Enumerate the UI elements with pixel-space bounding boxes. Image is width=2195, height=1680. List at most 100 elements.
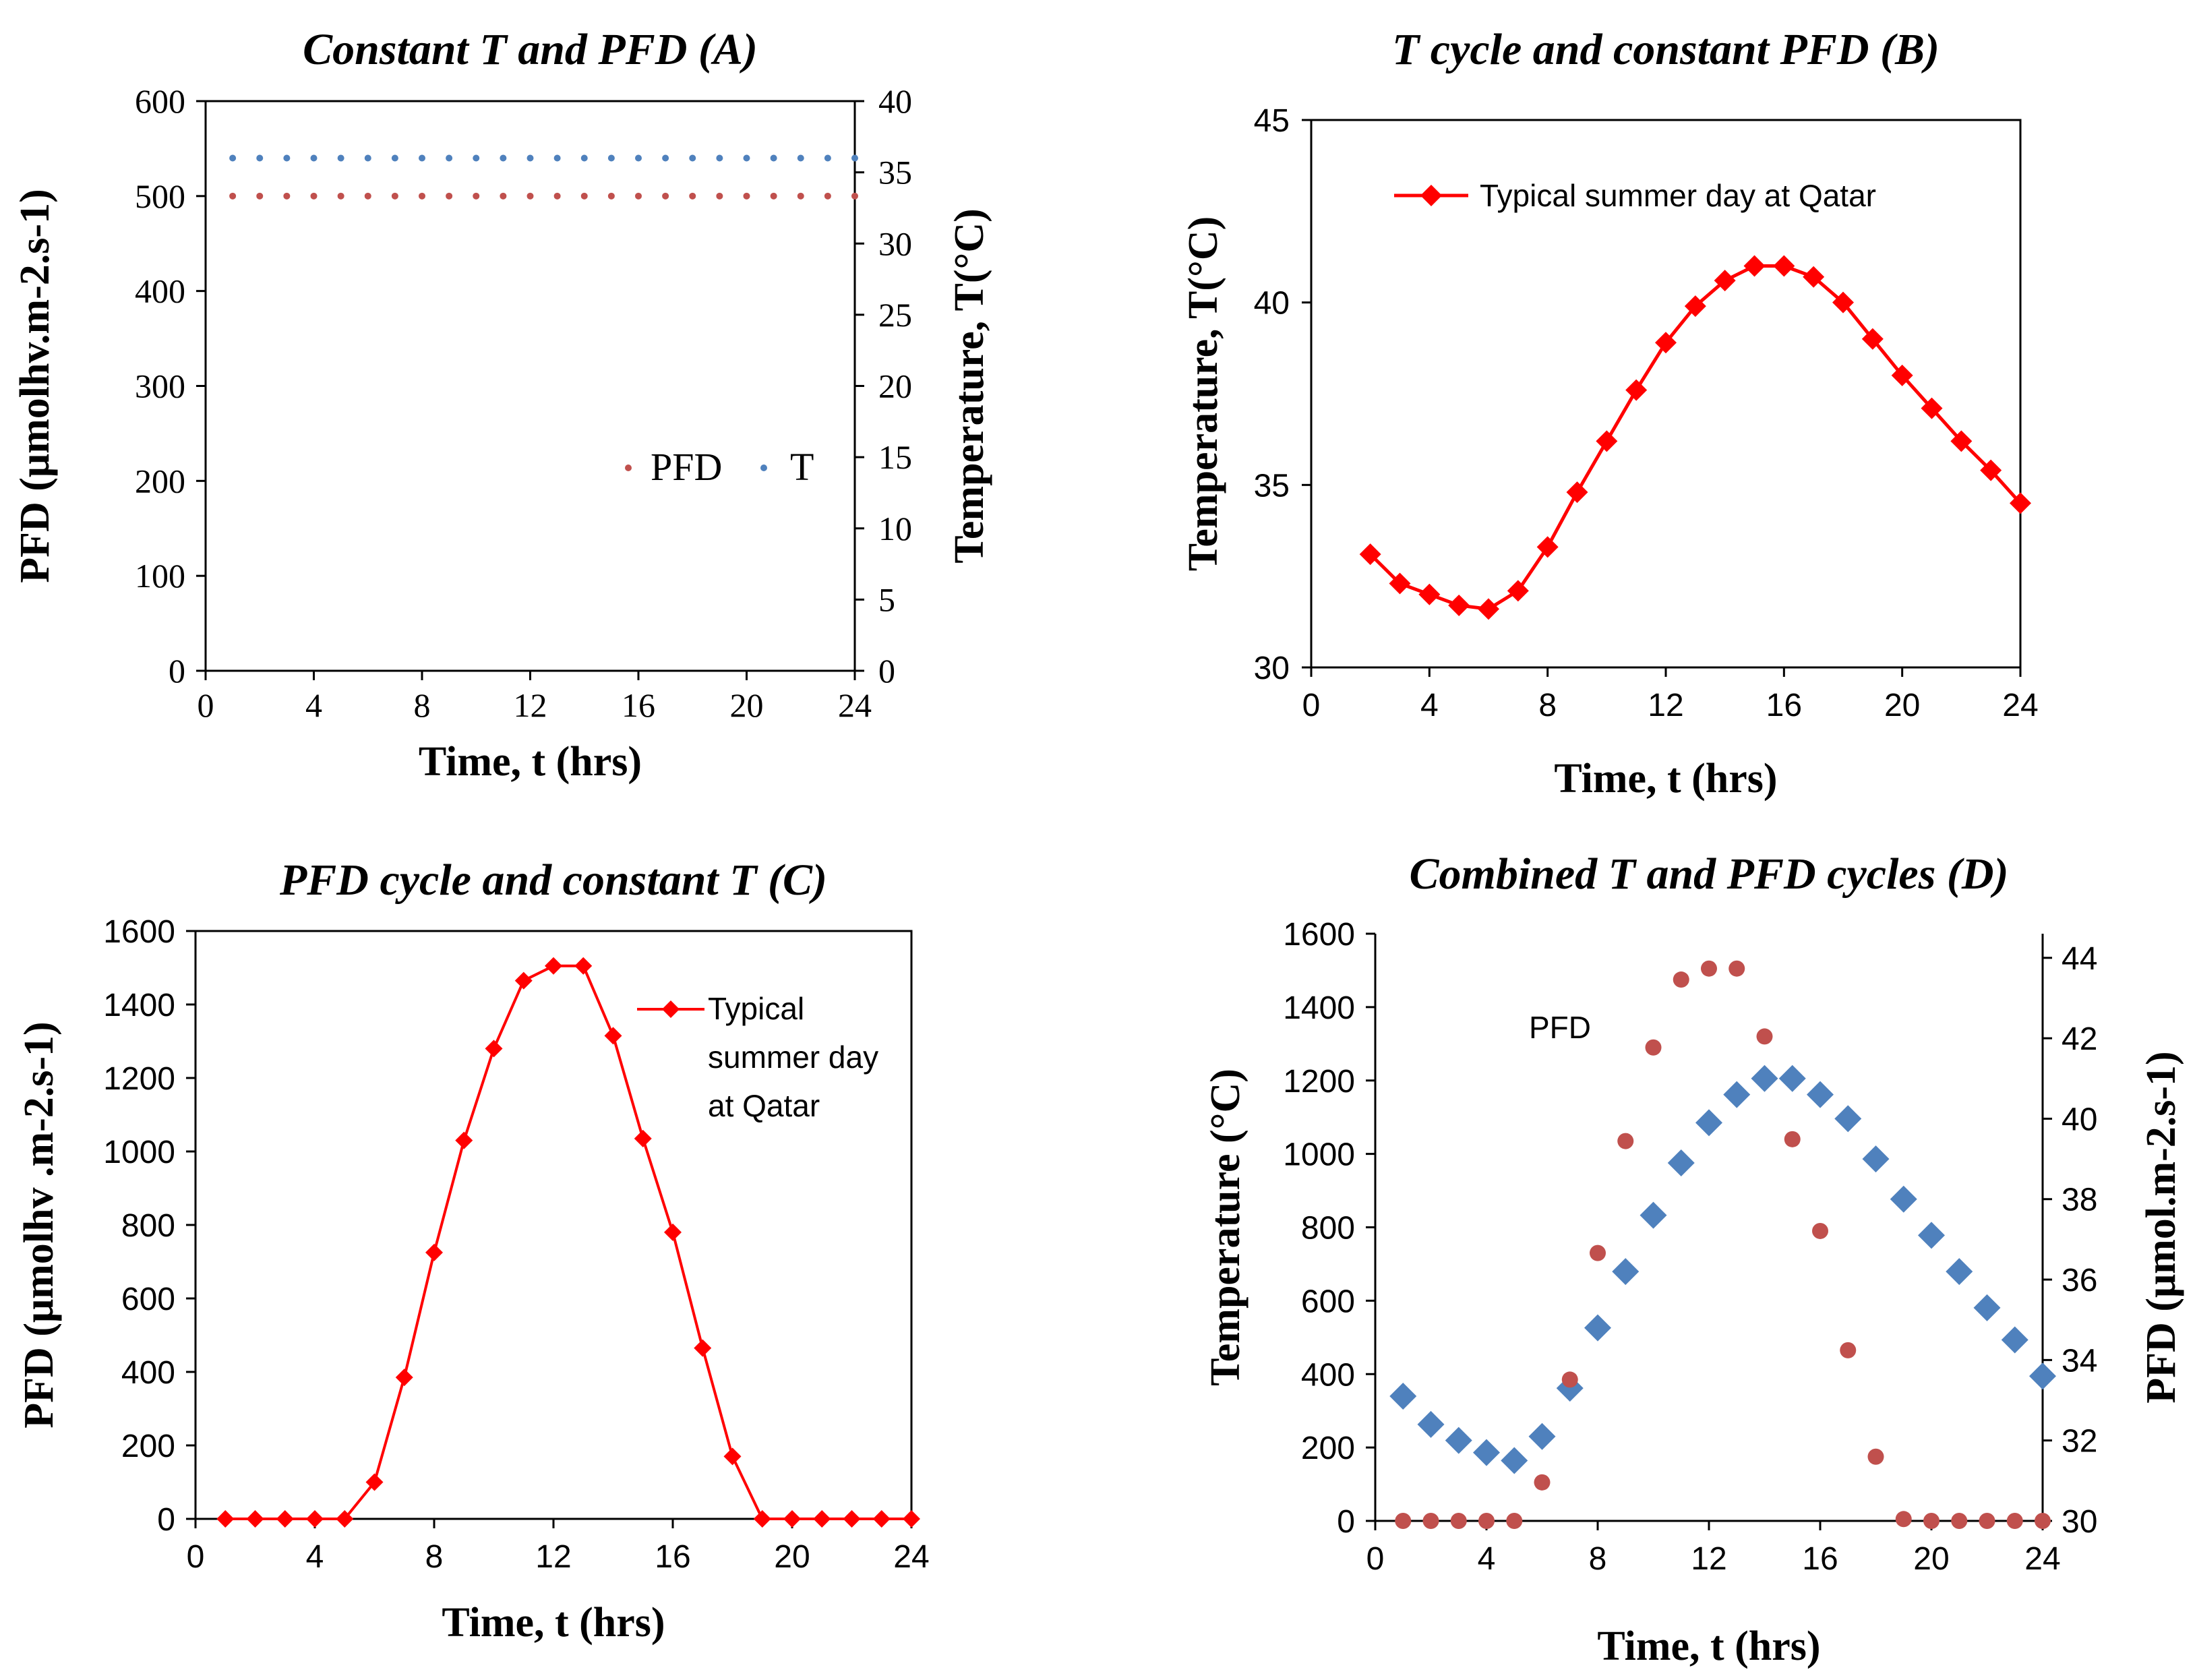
temperature-point [1389,1383,1417,1410]
y-right-tick-label: 32 [2062,1424,2097,1460]
x-tick-label: 24 [2002,688,2038,723]
temperature-point [1625,379,1648,401]
pfd-point [1812,1222,1828,1239]
x-axis-label: Time, t (hrs) [1597,1623,1820,1669]
temperature-point [1832,291,1854,313]
pfd-point [1784,1131,1801,1147]
temperature-point [689,154,696,162]
temperature-point [337,154,344,162]
y-right-tick-label: 15 [878,438,912,476]
pfd-point [229,192,237,200]
pfd-point [635,192,642,200]
pfd-point [216,1510,235,1528]
pfd-point [1395,1513,1412,1529]
pfd-point [903,1510,920,1528]
y-tick-label: 45 [1254,103,1290,139]
temperature-point [824,154,831,162]
temperature-point [1448,594,1470,616]
pfd-point [256,192,264,200]
temperature-point [364,154,371,162]
pfd-point [604,1027,622,1045]
x-tick-label: 8 [414,686,431,724]
x-tick-label: 4 [305,686,322,724]
temperature-point [770,154,777,162]
temperature-point [1640,1201,1667,1229]
pfd-point [1478,1513,1495,1529]
y-right-tick-label: 36 [2062,1263,2097,1298]
pfd-point [843,1510,861,1528]
x-axis-label: Time, t (hrs) [442,1600,665,1646]
temperature-point [1921,397,1943,419]
y-tick-label: 400 [121,1355,175,1391]
x-axis-label: Time, t (hrs) [1554,756,1777,802]
pfd-point [337,192,344,200]
pfd-point [1951,1513,1968,1529]
x-tick-label: 20 [730,686,764,724]
x-tick-label: 20 [1884,688,1920,723]
x-tick-label: 16 [1802,1541,1838,1577]
y-left-tick-label: 200 [1301,1431,1355,1466]
y-tick-label: 35 [1254,468,1290,504]
pfd-point [783,1510,801,1528]
y-left-tick-label: 600 [1301,1284,1355,1319]
pfd-point [391,192,398,200]
temperature-point [716,154,723,162]
temperature-point [1684,295,1706,318]
temperature-point [580,154,588,162]
legend-marker-t [760,464,767,471]
y-tick-label: 0 [157,1502,175,1538]
pfd-point [1422,1513,1439,1529]
x-axis-label: Time, t (hrs) [419,739,642,785]
y-right-tick-label: 20 [878,367,912,405]
y-tick-label: 200 [121,1429,175,1464]
pfd-point [395,1369,413,1387]
pfd-point [1561,1371,1578,1388]
pfd-point [813,1510,831,1528]
pfd-point [545,957,562,975]
legend-label-line: summer day [708,1040,878,1075]
temperature-point [1655,332,1677,354]
pfd-point [1840,1342,1857,1358]
temperature-point [1473,1439,1500,1466]
pfd-point [306,1510,324,1528]
chart-title: Constant T and PFD (A) [303,25,758,74]
pfd-point [662,192,669,200]
plot-area [204,100,856,672]
temperature-point [1389,572,1411,595]
x-tick-label: 4 [1420,688,1439,723]
temperature-point [1418,583,1441,605]
y-tick-label: 1000 [103,1135,175,1170]
y-left-axis-label: Temperature (°C) [1203,1069,1249,1386]
x-tick-label: 8 [1589,1541,1607,1577]
temperature-point [2010,492,2031,514]
pfd-point [514,971,533,990]
pfd-point [1756,1028,1773,1045]
pfd-point [2006,1513,2023,1529]
legend-label-line: Typical [708,991,804,1026]
y-left-tick-label: 200 [135,462,185,500]
temperature-point [283,154,291,162]
pfd-point [246,1510,264,1528]
chart-panel-b: T cycle and constant PFD (B) 0 4 8 12 16 20 24 3… [1180,25,2039,802]
temperature-point [1803,266,1825,288]
temperature-point [500,154,507,162]
temperature-point [1536,536,1559,558]
legend-label-t: T [790,445,814,489]
y-right-tick-label: 25 [878,296,912,334]
y-tick-label: 800 [121,1208,175,1244]
temperature-point [1566,481,1588,504]
x-tick-label: 0 [1302,688,1321,723]
y-right-axis-label: Temperature, T(°C) [946,208,992,564]
pfd-point [694,1339,712,1357]
pfd-point [580,192,588,200]
temperature-point [1861,328,1884,350]
y-left-tick-label: 500 [135,177,185,215]
temperature-series-line [1369,264,2022,611]
pfd-point [723,1447,742,1466]
pfd-point [1617,1133,1634,1149]
temperature-point [229,154,237,162]
pfd-point [1979,1513,1995,1529]
x-tick-label: 8 [425,1539,444,1575]
pfd-point [1506,1513,1523,1529]
pfd-point [851,192,858,200]
